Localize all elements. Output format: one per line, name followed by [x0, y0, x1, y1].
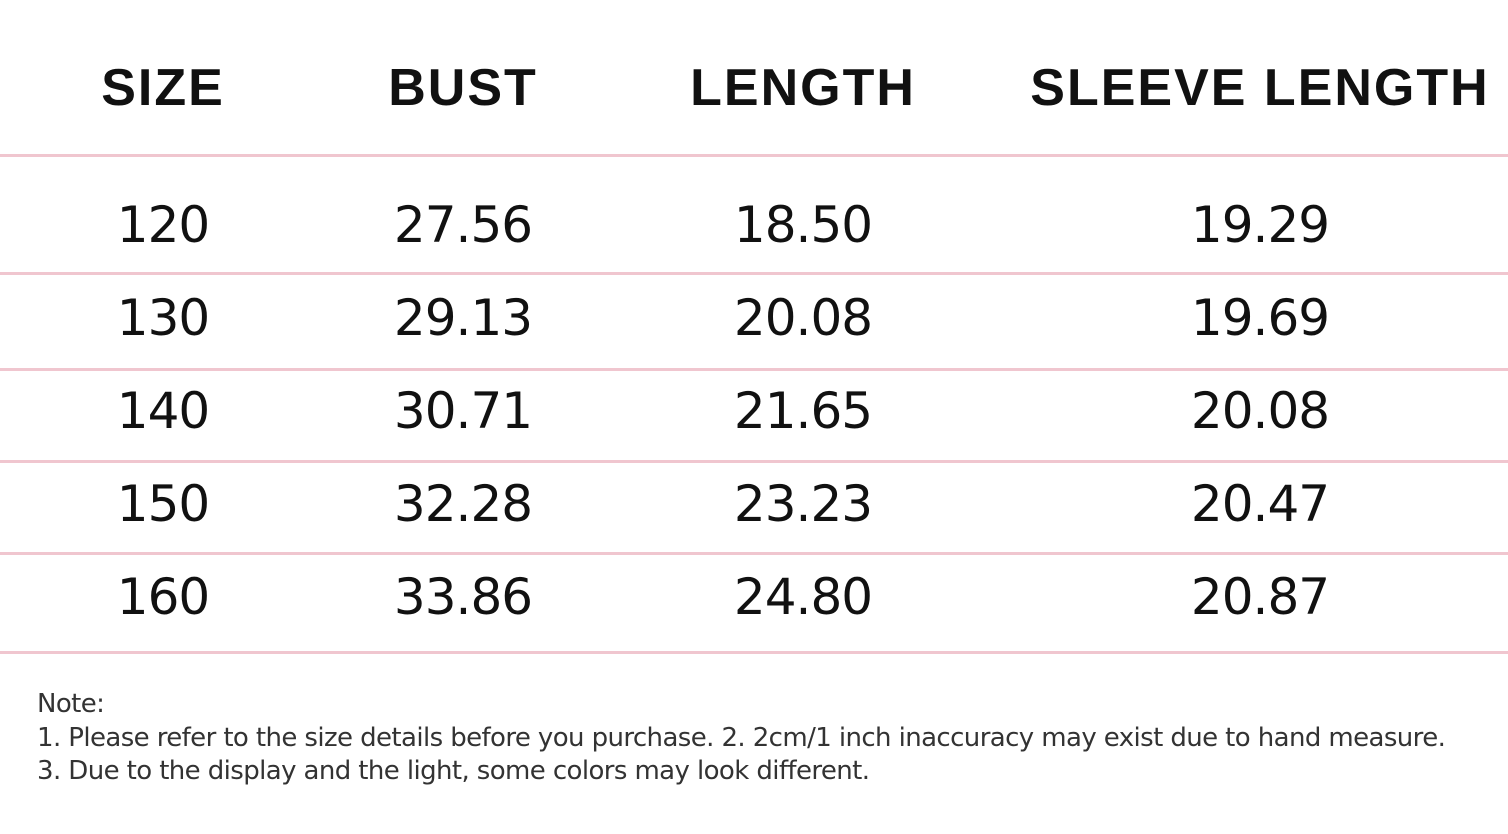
table-cell: 120	[116, 196, 210, 254]
table-cell: 19.29	[1190, 196, 1330, 254]
table-cell: 130	[116, 289, 210, 347]
table-cell: 21.65	[733, 382, 873, 440]
table-cell: 160	[116, 568, 210, 626]
note-line-1: 1. Please refer to the size details befo…	[37, 722, 1446, 753]
table-cell: 33.86	[393, 568, 533, 626]
table-cell: 30.71	[393, 382, 533, 440]
table-cell: 18.50	[733, 196, 873, 254]
note-line-2: 3. Due to the display and the light, som…	[37, 756, 870, 786]
column-header: LENGTH	[690, 59, 916, 117]
table-cell: 20.08	[733, 289, 873, 347]
note-title: Note:	[37, 689, 105, 719]
column-header: SLEEVE LENGTH	[1030, 59, 1490, 117]
table-cell: 29.13	[393, 289, 533, 347]
table-cell: 140	[116, 382, 210, 440]
column-header: SIZE	[101, 59, 225, 117]
table-cell: 19.69	[1190, 289, 1330, 347]
table-cell: 24.80	[733, 568, 873, 626]
table-cell: 27.56	[393, 196, 533, 254]
row-divider	[0, 272, 1508, 275]
row-divider	[0, 368, 1508, 371]
row-divider	[0, 651, 1508, 654]
note-block: Note: 1. Please refer to the size detail…	[37, 688, 1446, 789]
row-divider	[0, 460, 1508, 463]
table-cell: 23.23	[733, 475, 873, 533]
table-cell: 20.87	[1190, 568, 1330, 626]
table-cell: 150	[116, 475, 210, 533]
table-cell: 32.28	[393, 475, 533, 533]
row-divider	[0, 552, 1508, 555]
row-divider	[0, 154, 1508, 157]
table-cell: 20.47	[1190, 475, 1330, 533]
column-header: BUST	[388, 59, 538, 117]
table-cell: 20.08	[1190, 382, 1330, 440]
